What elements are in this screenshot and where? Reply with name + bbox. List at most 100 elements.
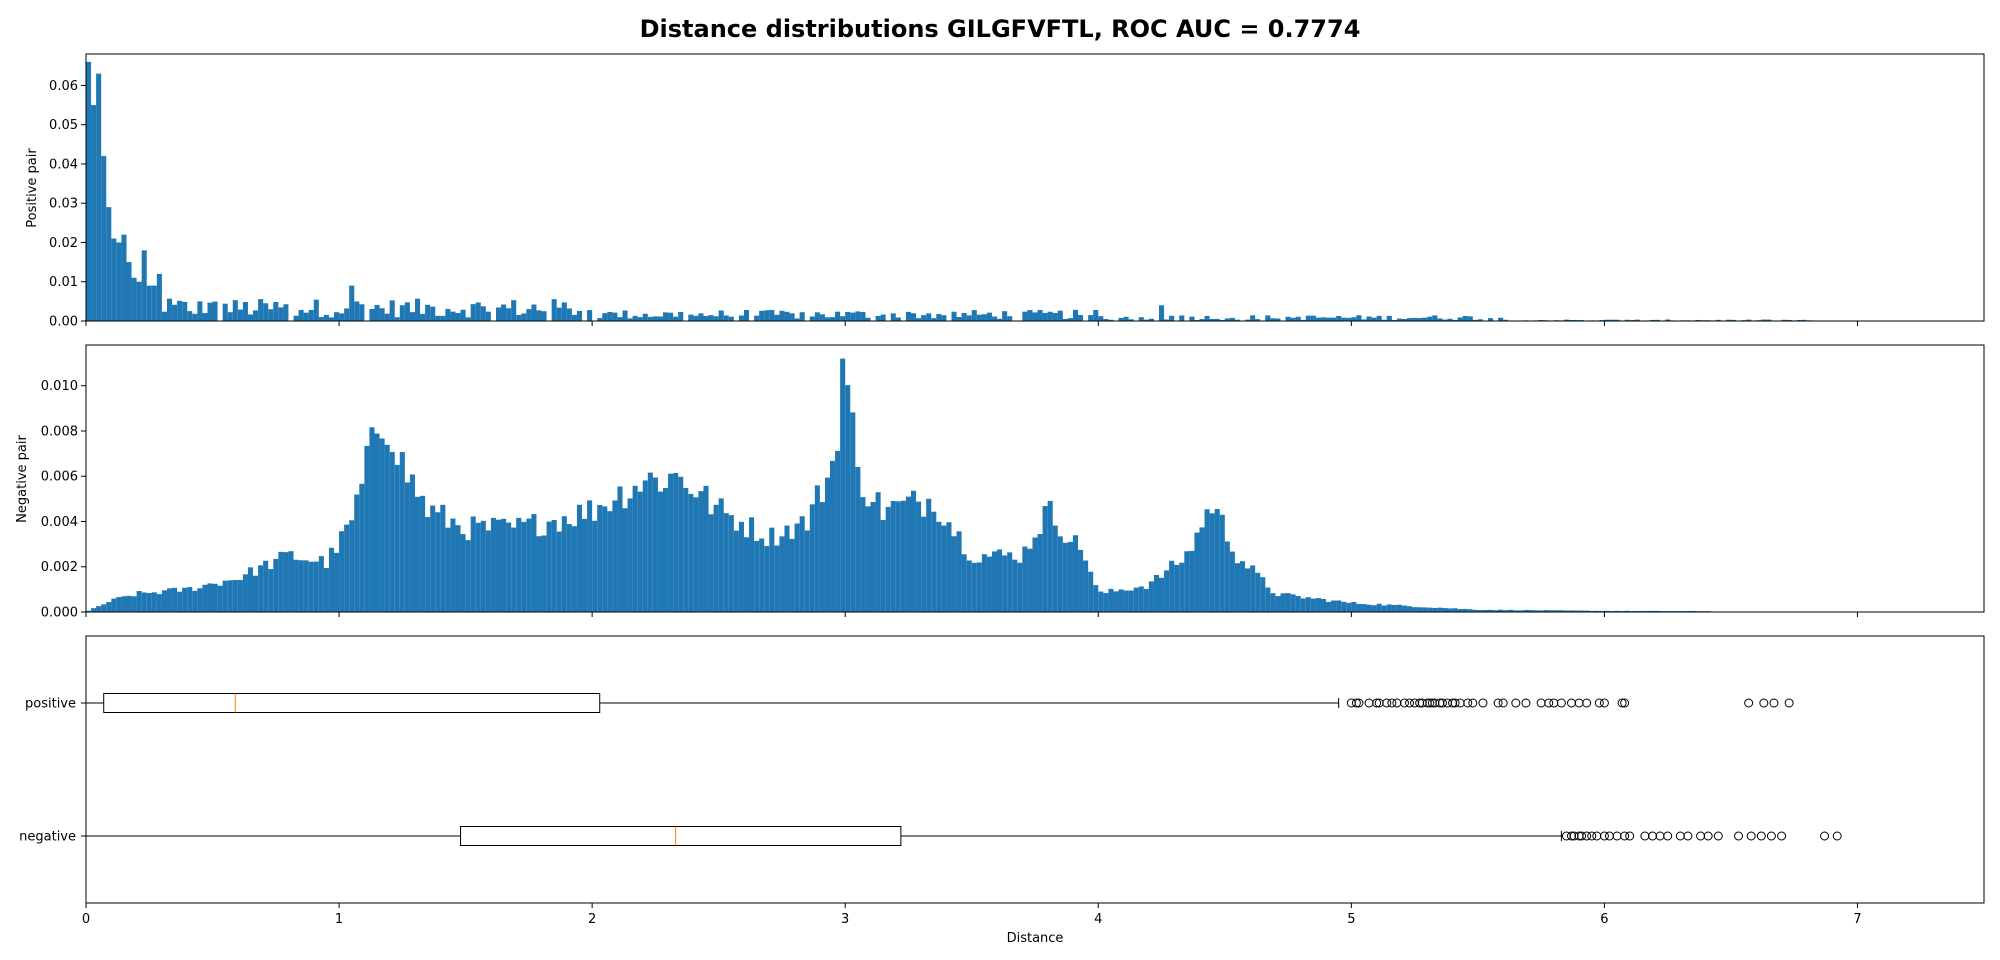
- positive-y-tick-label: 0.02: [49, 236, 78, 251]
- positive-histogram-bar: [1417, 318, 1423, 321]
- negative-histogram-bar: [1503, 610, 1509, 612]
- negative-histogram-bar: [1427, 607, 1433, 612]
- positive-histogram-bar: [617, 317, 623, 321]
- positive-histogram-bar: [966, 315, 972, 321]
- positive-histogram-bar: [607, 311, 613, 321]
- positive-histogram-bar: [840, 316, 846, 321]
- negative-histogram-bar: [1599, 610, 1605, 612]
- positive-histogram-bar: [526, 309, 532, 321]
- negative-histogram-bar: [956, 531, 962, 612]
- positive-histogram-bar: [131, 277, 137, 321]
- negative-histogram-bar: [455, 525, 461, 612]
- positive-histogram-bar: [824, 317, 831, 321]
- positive-histogram-bar: [1326, 317, 1332, 321]
- negative-histogram-bar: [1326, 601, 1332, 612]
- negative-histogram-bar: [506, 522, 512, 612]
- negative-histogram-bar: [865, 506, 871, 612]
- negative-histogram-bar: [182, 587, 188, 612]
- negative-histogram-bar: [202, 584, 208, 612]
- positive-histogram-bar: [1143, 319, 1149, 321]
- positive-histogram-bar: [106, 207, 112, 321]
- negative-histogram-bar: [1685, 610, 1691, 612]
- negative-histogram-bar: [951, 536, 957, 612]
- positive-histogram-bar: [1072, 309, 1079, 321]
- positive-histogram-bars: [86, 61, 1812, 322]
- negative-histogram-bar: [1579, 610, 1585, 612]
- positive-histogram-bar: [865, 317, 871, 321]
- positive-histogram-bar: [718, 310, 724, 321]
- negative-histogram-bar: [1098, 591, 1104, 612]
- negative-histogram-bar: [576, 504, 583, 612]
- negative-histogram-bar: [566, 524, 572, 612]
- positive-histogram-bar: [1467, 316, 1473, 321]
- negative-histogram-bar: [323, 567, 329, 612]
- positive-histogram-bar: [313, 299, 319, 321]
- negative-outlier-point: [1746, 831, 1756, 841]
- negative-histogram-bar: [1548, 610, 1554, 612]
- negative-histogram-bar: [981, 554, 987, 612]
- positive-histogram-bar: [642, 313, 648, 321]
- positive-histogram-bar: [1401, 318, 1408, 321]
- negative-histogram-bar: [1103, 593, 1109, 612]
- negative-histogram-bar: [116, 597, 122, 612]
- positive-histogram-bar: [951, 311, 957, 321]
- positive-histogram-bar: [997, 318, 1003, 321]
- positive-box: [103, 693, 601, 713]
- negative-histogram-bar: [824, 477, 831, 612]
- positive-outlier-point: [1468, 698, 1478, 708]
- positive-histogram-bar: [1224, 318, 1230, 321]
- positive-histogram-bar: [308, 309, 314, 321]
- negative-histogram-bar: [364, 445, 370, 612]
- negative-histogram-bar: [769, 527, 775, 612]
- positive-histogram-bar: [86, 61, 92, 322]
- negative-outlier-point: [1703, 831, 1713, 841]
- positive-histogram-bar: [1331, 317, 1337, 321]
- positive-histogram-bar: [1604, 319, 1610, 321]
- negative-histogram-bar: [263, 560, 269, 612]
- negative-histogram-bar: [855, 466, 861, 612]
- positive-histogram-bar: [703, 315, 709, 321]
- positive-histogram-bar: [1315, 317, 1321, 321]
- positive-histogram-bar: [597, 318, 603, 321]
- positive-histogram-bar: [1123, 316, 1129, 321]
- negative-histogram-bar: [728, 515, 734, 612]
- negative-histogram-bar: [374, 433, 380, 612]
- negative-histogram-bar: [1219, 514, 1225, 612]
- positive-histogram-bar: [738, 315, 744, 321]
- negative-histogram-bar: [1553, 610, 1559, 612]
- positive-histogram-bar: [794, 318, 800, 321]
- positive-histogram-bar: [1290, 317, 1296, 321]
- positive-histogram-bar: [465, 317, 471, 321]
- positive-outlier-point: [1478, 698, 1488, 708]
- negative-histogram-bar: [1164, 570, 1170, 612]
- negative-histogram-bar: [1341, 601, 1347, 612]
- negative-histogram-bar: [1447, 608, 1453, 612]
- negative-histogram-bar: [1285, 593, 1291, 612]
- negative-histogram-bar: [592, 520, 598, 612]
- negative-histogram-bar: [197, 588, 203, 612]
- positive-histogram-bar: [232, 300, 238, 321]
- negative-histogram-bar: [541, 535, 547, 612]
- positive-histogram-bar: [784, 311, 790, 321]
- negative-histogram-bar: [1148, 581, 1154, 612]
- negative-histogram-bar: [475, 522, 481, 612]
- positive-histogram-bar: [743, 310, 750, 321]
- boxplot-x-tick-label: 3: [841, 912, 849, 927]
- negative-histogram-bar: [774, 545, 780, 612]
- negative-histogram-bar: [1614, 610, 1620, 612]
- positive-histogram-bar: [384, 313, 390, 321]
- negative-histogram-bar: [546, 521, 552, 612]
- positive-histogram-bar: [830, 317, 836, 321]
- positive-histogram-bar: [379, 308, 385, 321]
- positive-histogram-bar: [480, 306, 486, 321]
- negative-outlier-point: [1663, 831, 1673, 841]
- positive-y-axis-label: Positive pair: [25, 148, 40, 228]
- negative-histogram-bar: [425, 516, 431, 612]
- negative-histogram-bar: [850, 412, 856, 612]
- negative-histogram-bar: [480, 520, 486, 612]
- negative-histogram-bar: [910, 490, 917, 612]
- positive-histogram-bar: [860, 312, 866, 321]
- negative-histogram-bar: [349, 520, 355, 612]
- negative-histogram-bar: [379, 438, 385, 612]
- negative-histogram-bar: [1467, 609, 1473, 612]
